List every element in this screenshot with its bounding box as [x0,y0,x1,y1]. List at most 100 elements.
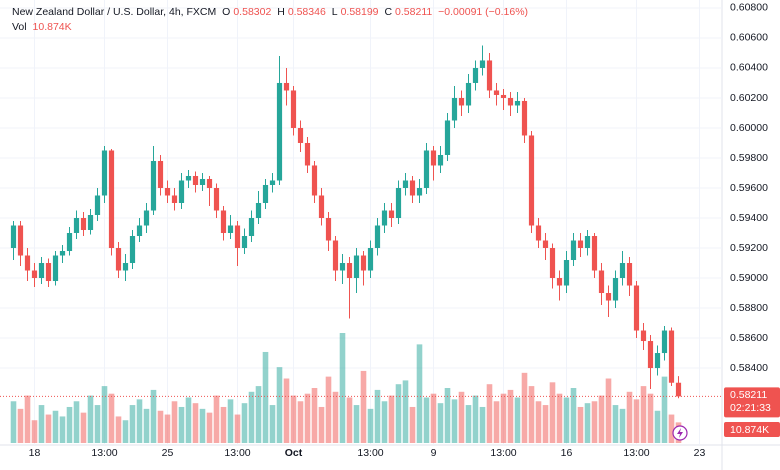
volume-line: Vol 10.874K [12,20,531,35]
candle-body [318,195,325,218]
candle-body [192,175,199,185]
x-tick-label: 13:00 [623,447,649,459]
candle-body [38,263,45,279]
open-key: O [222,6,231,18]
candle-body [437,154,444,166]
open-value: 0.58302 [233,6,272,18]
volume-layer [10,333,682,443]
candle-body [311,165,318,196]
volume-bar [311,388,318,443]
volume-bar [493,401,500,443]
volume-bar [465,405,472,443]
volume-bar [423,397,430,443]
candle-body [542,240,549,249]
candle-body [227,225,234,234]
candle-body [668,330,675,383]
x-tick-label: Oct [285,447,303,459]
volume-bar [549,382,556,443]
volume-bar [584,403,591,443]
volume-bar [108,393,115,443]
y-tick-label: 0.60000 [730,122,768,134]
volume-bar [59,416,66,443]
candle-body [339,263,346,271]
candle-body [500,94,507,98]
volume-bar [381,401,388,443]
volume-bar [192,403,199,443]
candle-body [199,178,206,185]
volume-bar [647,393,654,443]
y-tick-label: 0.60800 [730,2,768,14]
high-value: 0.58346 [287,6,326,18]
x-tick-label: 23 [694,447,706,459]
volume-bar [507,389,514,443]
volume-bar [276,367,283,443]
candle-body [276,82,283,181]
volume-bar [570,388,577,443]
candle-body [255,202,262,218]
candle-body [654,353,661,369]
volume-bar [668,414,675,443]
volume-bar [598,395,605,443]
price-label-box [724,387,780,418]
price-label: 0.58211 [730,389,767,401]
candle-body [346,263,353,279]
candles [10,45,682,399]
volume-bar [115,416,122,443]
volume-key: Vol [12,21,27,33]
candle-body [220,210,227,234]
volume-bar [269,405,276,443]
volume-bar [451,399,458,443]
volume-bar [577,406,584,443]
candle-body [367,248,374,271]
volume-bar [297,401,304,443]
volume-bar [17,408,24,443]
volume-bar [633,399,640,443]
y-tick-label: 0.58400 [730,362,768,374]
volume-bar [556,393,563,443]
low-key: L [331,6,338,18]
volume-bar [437,403,444,443]
y-tick-label: 0.60600 [730,32,768,44]
candle-body [164,187,171,196]
volume-bar [31,420,38,443]
candle-body [45,263,52,282]
volume-bar [388,395,395,443]
volume-bar [157,410,164,443]
volume-bar [80,412,87,443]
volume-bar [591,401,598,443]
candle-body [304,142,311,166]
high-key: H [277,6,285,18]
x-tick-label: 13:00 [91,447,117,459]
candle-body [563,260,570,286]
candle-body [150,160,157,211]
candle-body [465,82,472,106]
candle-body [248,217,255,237]
volume-bar [129,405,136,443]
volume-bar [409,406,416,443]
volume-bar [612,405,619,443]
candle-body [234,225,241,249]
candle-body [633,285,640,331]
candle-body [584,236,591,249]
candle-body [493,90,500,95]
volume-bar [353,405,360,443]
y-tick-label: 0.60200 [730,92,768,104]
candle-body [409,180,416,196]
candle-body [444,120,451,155]
candle-body [290,90,297,128]
candle-body [430,150,437,166]
volume-bar [318,406,325,443]
candle-body [591,236,598,271]
y-tick-label: 0.59600 [730,182,768,194]
volume-bar [52,410,59,443]
candle-body [416,187,423,196]
candle-body [59,251,66,256]
volume-bar [640,386,647,443]
candle-body [549,248,556,279]
candle-body [206,178,213,188]
volume-bar [444,388,451,443]
volume-label: 10.874K [730,424,769,436]
candle-body [10,225,17,249]
volume-bar [535,401,542,443]
